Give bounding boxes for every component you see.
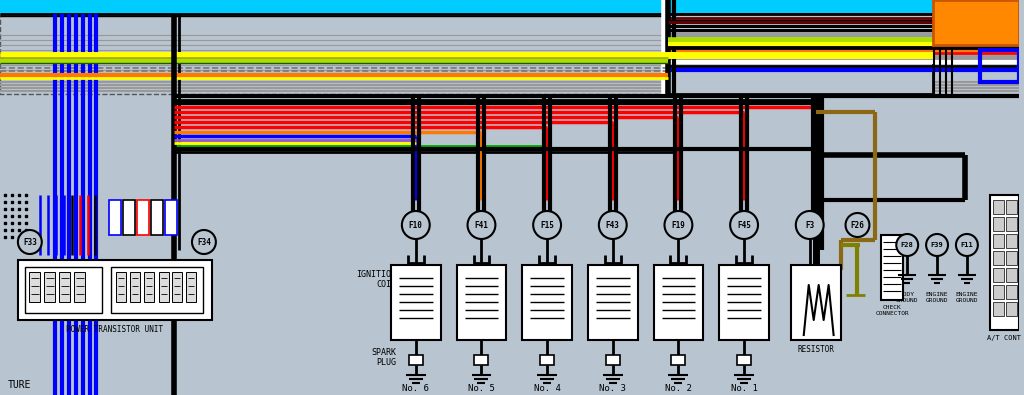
Text: SPARK
PLUG: SPARK PLUG [371,348,396,367]
Text: F34: F34 [197,237,211,246]
Bar [1006,285,1017,299]
Bar [522,265,572,340]
Text: No. 6: No. 6 [402,384,429,393]
Circle shape [846,213,869,237]
Text: F10: F10 [409,220,423,229]
Bar [990,195,1019,330]
Text: No. 2: No. 2 [665,384,692,393]
Text: F41: F41 [474,220,488,229]
Bar [74,272,85,302]
Bar [992,217,1004,231]
Circle shape [665,211,692,239]
Bar [25,267,102,313]
Bar [1006,251,1017,265]
Bar [992,268,1004,282]
Bar [1006,302,1017,316]
Circle shape [17,230,42,254]
Bar [672,355,685,365]
Bar [992,234,1004,248]
Bar [882,235,903,300]
Bar [152,200,163,235]
Bar [653,265,703,340]
Bar [58,272,70,302]
Circle shape [956,234,978,256]
Circle shape [599,211,627,239]
Text: F3: F3 [805,220,814,229]
Bar [980,50,1019,82]
Bar [1006,234,1017,248]
Text: ENGINE
GROUND: ENGINE GROUND [926,292,948,303]
Circle shape [468,211,496,239]
Bar [44,272,54,302]
Text: No. 4: No. 4 [534,384,560,393]
Bar [474,355,488,365]
Text: No. 1: No. 1 [731,384,758,393]
Bar [137,200,150,235]
Bar [669,14,933,94]
Bar [992,285,1004,299]
Bar [117,272,126,302]
Bar [457,265,506,340]
Bar [992,200,1004,214]
Text: BODY
GROUND: BODY GROUND [896,292,919,303]
Text: No. 5: No. 5 [468,384,495,393]
Text: IGNITION
COIL: IGNITION COIL [356,270,396,290]
Bar [791,265,841,340]
Bar [186,272,196,302]
Bar [165,200,177,235]
Text: No. 3: No. 3 [599,384,627,393]
Bar [130,272,140,302]
Text: CHECK
CONNECTOR: CHECK CONNECTOR [876,305,909,316]
Bar [29,272,40,302]
Circle shape [191,230,216,254]
Bar [123,200,135,235]
Text: RESISTOR: RESISTOR [798,345,835,354]
Bar [737,355,751,365]
Bar [540,355,554,365]
Bar [172,272,182,302]
Circle shape [896,234,919,256]
Bar [719,265,769,340]
Text: TURE: TURE [8,380,32,390]
Circle shape [401,211,430,239]
Bar [933,0,1019,45]
Bar [17,260,212,320]
Bar [391,265,440,340]
Bar [1006,268,1017,282]
Bar [110,200,122,235]
Text: F26: F26 [851,220,864,229]
Text: F39: F39 [931,242,943,248]
Bar [1006,200,1017,214]
Circle shape [534,211,561,239]
Bar [0,14,677,94]
Bar [588,265,638,340]
Bar [0,0,1019,14]
Text: F19: F19 [672,220,685,229]
Text: POWER TRANSISTOR UNIT: POWER TRANSISTOR UNIT [66,325,163,334]
Bar [144,272,155,302]
Text: F28: F28 [901,242,913,248]
Text: F11: F11 [961,242,973,248]
Circle shape [730,211,758,239]
Bar [992,251,1004,265]
Text: A/T CONT: A/T CONT [987,335,1021,341]
Bar [1006,217,1017,231]
Bar [112,267,203,313]
Bar [992,302,1004,316]
Text: ENGINE
GROUND: ENGINE GROUND [955,292,978,303]
Text: F43: F43 [606,220,620,229]
Circle shape [796,211,823,239]
Text: F45: F45 [737,220,751,229]
Bar [159,272,169,302]
Circle shape [926,234,948,256]
Bar [409,355,423,365]
Bar [606,355,620,365]
Text: F33: F33 [23,237,37,246]
Text: F15: F15 [541,220,554,229]
